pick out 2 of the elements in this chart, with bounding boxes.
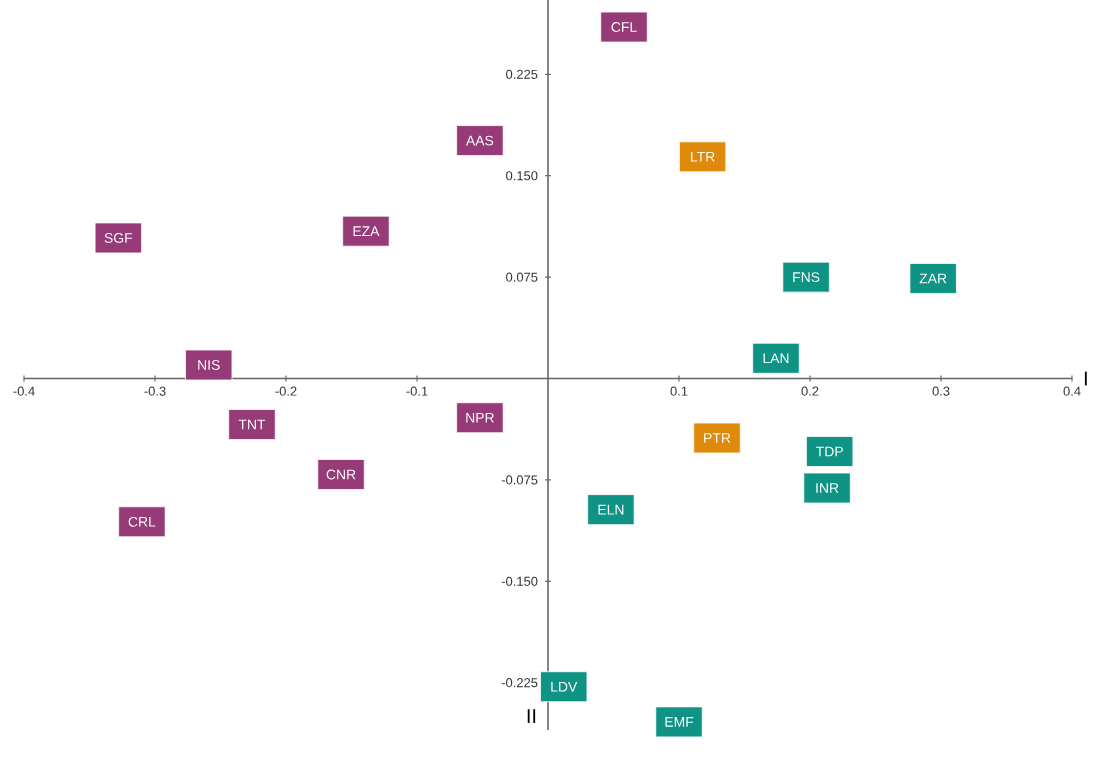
y-axis-title: II	[527, 709, 536, 723]
x-axis-title: I	[1084, 371, 1087, 386]
